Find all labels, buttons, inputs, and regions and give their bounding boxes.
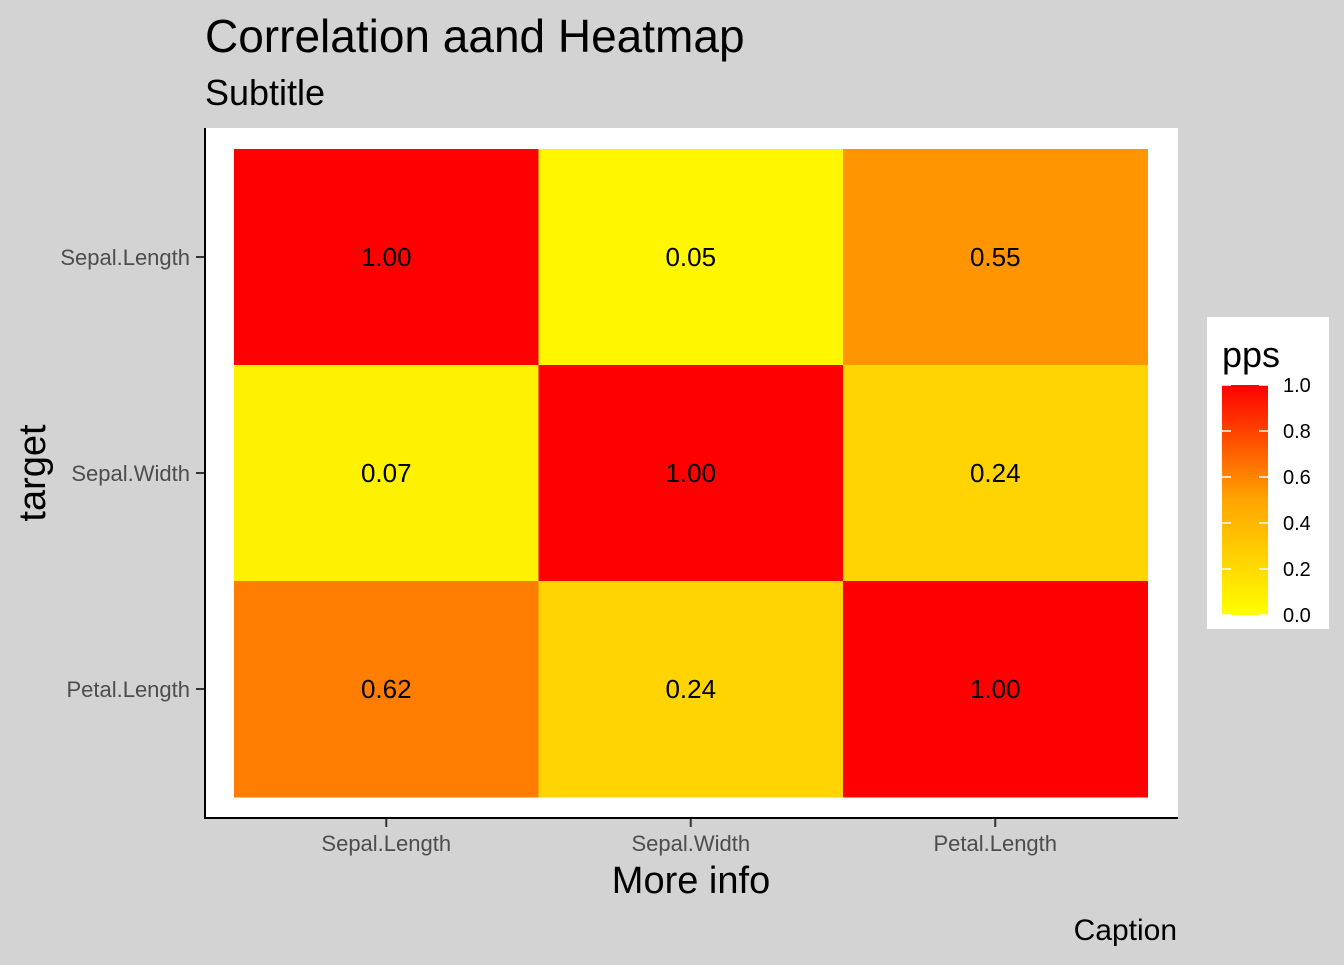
legend: pps 0.0 0.2 0.4 0.6 0.8 1.0	[1207, 317, 1329, 629]
heatmap-cell-1-1	[538, 365, 844, 582]
legend-tick-label-3: 0.6	[1283, 467, 1311, 489]
x-axis-ticks: Sepal.Length Sepal.Width Petal.Length	[321, 819, 1057, 856]
x-axis-title: More info	[612, 860, 770, 902]
chart-subtitle: Subtitle	[205, 72, 325, 113]
cell-label-2-0: 0.62	[361, 674, 412, 704]
legend-title: pps	[1222, 334, 1280, 375]
y-axis-ticks: Sepal.Length Sepal.Width Petal.Length	[60, 245, 204, 702]
heatmap-cells	[234, 149, 1148, 798]
heatmap-cell-0-2	[843, 149, 1148, 366]
cell-label-0-0: 1.00	[361, 242, 412, 272]
heatmap-cell-1-0	[234, 365, 539, 582]
cell-label-0-2: 0.55	[970, 242, 1021, 272]
y-tick-label-0: Sepal.Length	[60, 245, 190, 270]
cell-label-1-2: 0.24	[970, 458, 1021, 488]
heatmap-cell-1-2	[843, 365, 1148, 582]
chart-title: Correlation aand Heatmap	[205, 10, 745, 62]
heatmap-cell-0-1	[538, 149, 844, 366]
cell-label-0-1: 0.05	[665, 242, 716, 272]
cell-label-2-1: 0.24	[665, 674, 716, 704]
legend-tick-label-4: 0.8	[1283, 421, 1311, 443]
heatmap-cell-2-0	[234, 581, 539, 798]
y-tick-label-1: Sepal.Width	[71, 461, 190, 486]
legend-tick-label-0: 0.0	[1283, 605, 1311, 627]
heatmap-cell-2-2	[843, 581, 1148, 798]
x-tick-label-0: Sepal.Length	[321, 831, 451, 856]
legend-tick-label-5: 1.0	[1283, 375, 1311, 397]
cell-label-1-1: 1.00	[665, 458, 716, 488]
legend-colorbar	[1222, 385, 1268, 615]
legend-tick-label-1: 0.2	[1283, 559, 1311, 581]
x-tick-label-1: Sepal.Width	[631, 831, 750, 856]
legend-ticks: 0.0 0.2 0.4 0.6 0.8 1.0	[1222, 375, 1311, 627]
y-axis-title: target	[12, 424, 54, 522]
cell-labels: 1.00 0.05 0.55 0.07 1.00 0.24 0.62 0.24 1.00	[361, 242, 1021, 704]
y-tick-label-2: Petal.Length	[66, 677, 190, 702]
chart-caption: Caption	[1074, 914, 1177, 947]
legend-tick-label-2: 0.4	[1283, 513, 1311, 535]
cell-label-1-0: 0.07	[361, 458, 412, 488]
cell-label-2-2: 1.00	[970, 674, 1021, 704]
x-tick-label-2: Petal.Length	[933, 831, 1057, 856]
heatmap-cell-0-0	[234, 149, 539, 366]
heatmap-cell-2-1	[538, 581, 844, 798]
